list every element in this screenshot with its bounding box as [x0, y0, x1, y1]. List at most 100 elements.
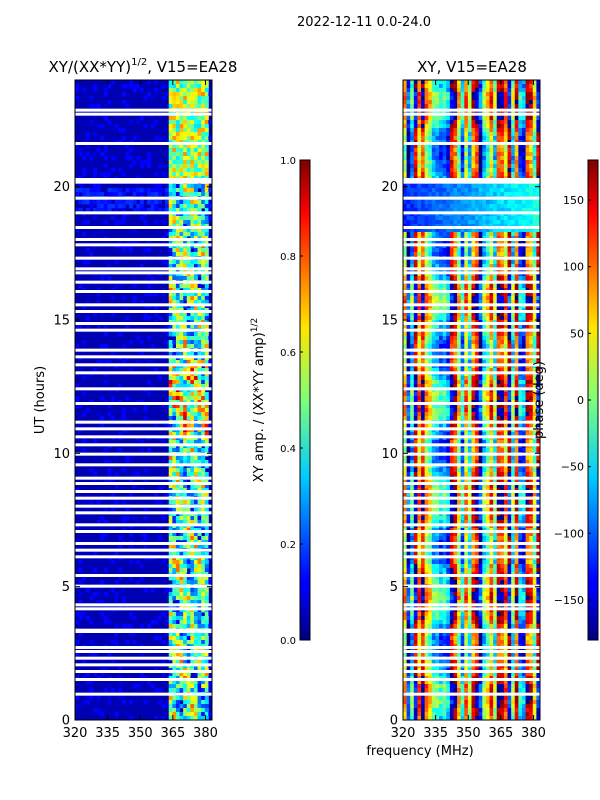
flag-gap — [75, 482, 212, 485]
colorbar-tick-label: 50 — [570, 327, 584, 340]
flag-gap — [403, 387, 540, 391]
flag-gap — [403, 530, 540, 533]
flag-gap — [75, 238, 212, 241]
colorbar-tick-label: 0.8 — [280, 252, 296, 263]
colorbar-tick-label: 100 — [563, 261, 584, 274]
x-tick-label: 380 — [521, 726, 546, 741]
flag-gap — [75, 348, 212, 352]
flag-gap — [403, 178, 540, 181]
panel1-x-axis: 320 335 350 365 380 — [63, 80, 218, 741]
panel1-y-axis: 0 5 10 15 20 — [53, 180, 212, 729]
flag-gap — [403, 290, 540, 293]
y-tick-label: 0 — [62, 714, 70, 729]
flag-gap — [75, 402, 212, 405]
colorbar-tick-label: −50 — [561, 461, 584, 474]
colorbar-tick-label: 150 — [563, 194, 584, 207]
flag-gap — [403, 603, 540, 607]
panel2-y-axis: 0 5 10 15 20 — [381, 180, 540, 729]
colorbar-tick-label: 0.2 — [280, 540, 296, 551]
panel2-title: XY, V15=EA28 — [417, 58, 527, 76]
flag-gap — [75, 211, 212, 215]
flag-gap — [403, 238, 540, 241]
colorbar-tick-label: 0.0 — [280, 636, 296, 647]
x-tick-label: 350 — [456, 726, 481, 741]
flag-gap — [75, 452, 212, 456]
flag-gap — [75, 504, 212, 508]
y-tick-label: 5 — [390, 580, 398, 595]
panel1-title: XY/(XX*YY)1/2, V15=EA28 — [49, 57, 238, 76]
flag-gap — [403, 322, 540, 325]
flag-gap — [75, 435, 212, 439]
flag-gap — [403, 663, 540, 667]
flag-gap — [75, 290, 212, 293]
flag-gap — [75, 463, 212, 467]
flag-gap — [75, 363, 212, 367]
flag-gap — [75, 322, 212, 325]
flag-gap — [75, 243, 212, 247]
flag-gap — [75, 371, 212, 375]
panel2-x-axis: 320 335 350 365 380 — [391, 80, 546, 741]
x-tick-label: 335 — [423, 726, 448, 741]
x-axis-label: frequency (MHz) — [366, 744, 473, 759]
flag-gap — [75, 607, 212, 611]
flag-gap — [75, 267, 212, 271]
colorbar-amplitude-ticks: 0.0 0.2 0.4 0.6 0.8 1.0 — [280, 156, 303, 647]
flag-gap — [75, 542, 212, 545]
flag-gap — [75, 420, 212, 424]
panel1-flag-gaps — [75, 108, 212, 696]
colorbar-phase-ticks: −150 −100 −50 0 50 100 150 — [554, 194, 591, 607]
colorbar-amplitude — [299, 159, 311, 641]
y-tick-label: 10 — [381, 447, 398, 462]
flag-gap — [403, 490, 540, 493]
flag-gap — [403, 463, 540, 467]
flag-gap — [75, 496, 212, 500]
flag-gap — [75, 180, 212, 184]
x-tick-label: 365 — [488, 726, 513, 741]
flag-gap — [75, 196, 212, 200]
flag-gap — [403, 482, 540, 485]
flag-gap — [75, 548, 212, 552]
flag-gap — [403, 226, 540, 229]
flag-gap — [75, 387, 212, 391]
flag-gap — [75, 530, 212, 533]
flag-gap — [75, 511, 212, 515]
flag-gap — [403, 692, 540, 696]
flag-gap — [75, 303, 212, 307]
flag-gap — [75, 490, 212, 493]
flag-gap — [403, 542, 540, 545]
flag-gap — [75, 142, 212, 145]
flag-gap — [403, 180, 540, 184]
flag-gap — [403, 267, 540, 271]
flag-gap — [403, 348, 540, 352]
figure-suptitle: 2022-12-11 0.0-24.0 — [297, 15, 431, 30]
flag-gap — [75, 584, 212, 588]
flag-gap — [403, 574, 540, 577]
colorbar-tick-label: 0.6 — [280, 348, 296, 359]
flag-gap — [75, 355, 212, 359]
panel1-heatmap — [75, 80, 213, 721]
flag-gap — [75, 650, 212, 653]
flag-gap — [75, 692, 212, 696]
y-tick-label: 10 — [53, 447, 70, 462]
flag-gap — [403, 628, 540, 632]
flag-gap — [403, 420, 540, 424]
flag-gap — [403, 670, 540, 673]
y-tick-label: 20 — [53, 180, 70, 195]
y-tick-label: 15 — [53, 314, 70, 329]
flag-gap — [403, 108, 540, 112]
flag-gap — [403, 371, 540, 375]
flag-gap — [403, 435, 540, 439]
flag-gap — [403, 607, 540, 611]
y-tick-label: 20 — [381, 180, 398, 195]
flag-gap — [75, 646, 212, 649]
y-tick-label: 0 — [390, 714, 398, 729]
flag-gap — [403, 504, 540, 508]
flag-gap — [403, 656, 540, 660]
colorbar-tick-label: −150 — [554, 594, 584, 607]
flag-gap — [75, 678, 212, 681]
flag-gap — [403, 303, 540, 307]
flag-gap — [403, 650, 540, 653]
colorbar-tick-label: −100 — [554, 527, 584, 540]
colorbar-tick-label: 0 — [577, 394, 584, 407]
flag-gap — [403, 452, 540, 456]
